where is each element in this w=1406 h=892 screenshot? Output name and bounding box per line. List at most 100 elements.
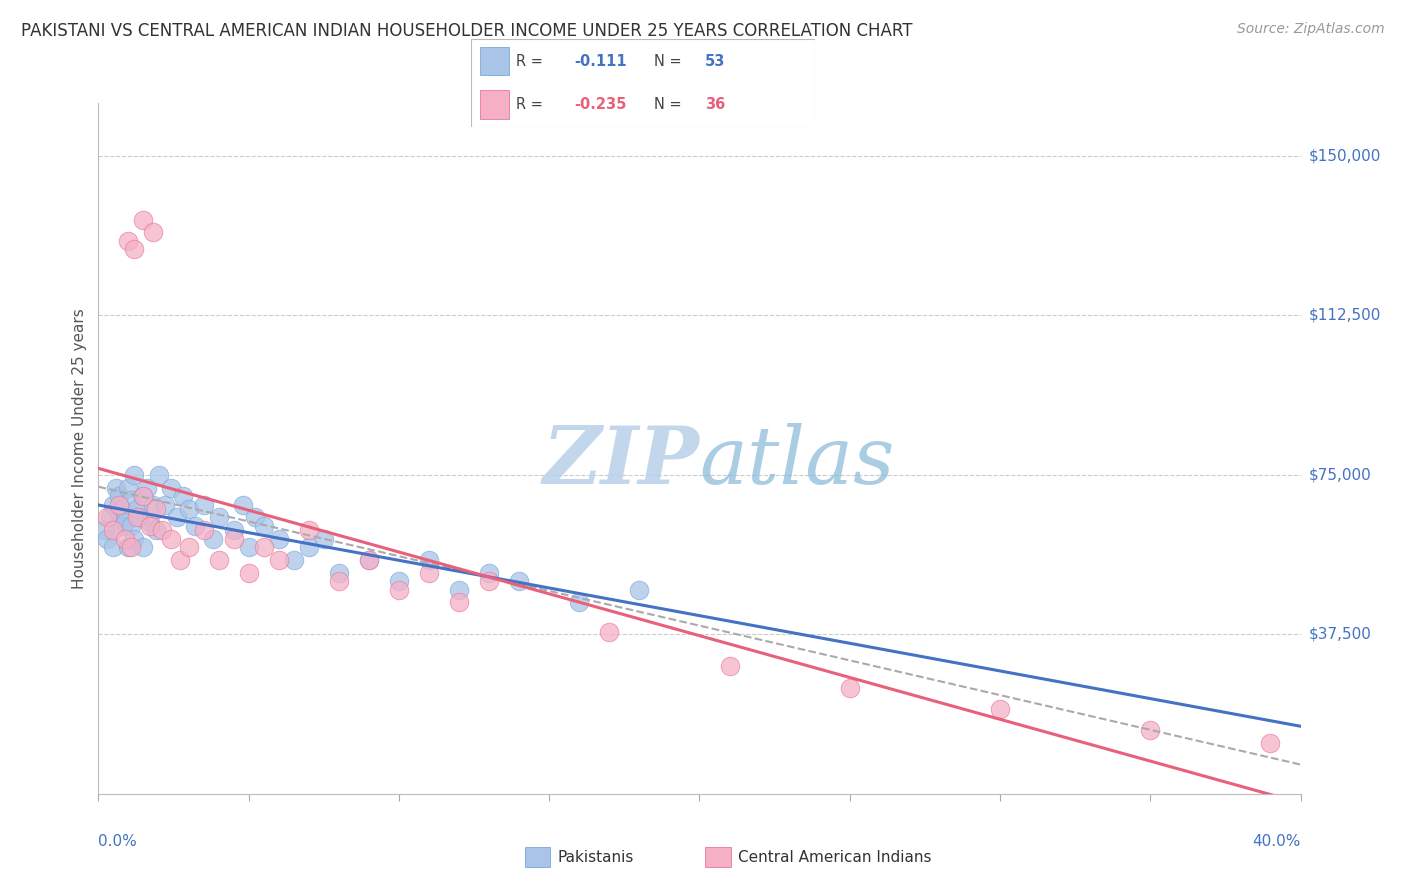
Point [357,553,380,567]
Text: $112,500: $112,500 [1309,308,1381,323]
Point [243,510,266,524]
Point [121,493,143,508]
Text: $37,500: $37,500 [1309,627,1372,642]
Point [124,243,146,257]
Point [1139,723,1161,737]
Text: Pakistanis: Pakistanis [558,850,634,864]
Point [222,532,245,546]
Text: 0.0%: 0.0% [98,834,138,849]
Point [121,519,143,533]
Point [598,625,620,640]
Text: atlas: atlas [699,424,894,500]
Text: N =: N = [654,97,681,112]
Y-axis label: Householder Income Under 25 years: Householder Income Under 25 years [72,308,87,589]
Point [568,595,591,609]
Point [117,540,139,554]
Point [105,481,128,495]
Point [478,566,501,580]
Text: 36: 36 [706,97,725,112]
Point [166,510,188,524]
Bar [479,90,509,119]
Point [169,553,191,567]
Point [447,582,470,597]
Text: R =: R = [516,97,547,112]
Point [447,595,470,609]
Point [478,574,501,589]
Point [141,225,163,239]
Point [132,489,155,503]
Text: -0.235: -0.235 [575,97,627,112]
Point [103,523,125,537]
Point [193,523,215,537]
Point [328,574,350,589]
Point [253,540,276,554]
Text: $75,000: $75,000 [1309,467,1372,483]
Point [238,566,260,580]
Text: R =: R = [516,54,547,69]
Point [127,501,149,516]
Text: 40.0%: 40.0% [1253,834,1301,849]
Point [108,489,131,503]
Point [121,540,143,554]
Point [124,532,146,546]
Point [312,532,335,546]
Point [117,481,139,495]
Point [388,574,411,589]
Point [988,702,1011,716]
Point [177,501,200,516]
Point [124,467,146,482]
Point [718,659,741,673]
Text: Source: ZipAtlas.com: Source: ZipAtlas.com [1237,22,1385,37]
Point [193,498,215,512]
Point [628,582,651,597]
Point [208,553,231,567]
Point [267,553,290,567]
Point [138,519,160,533]
Text: -0.111: -0.111 [575,54,627,69]
Point [267,532,290,546]
Point [132,540,155,554]
Point [238,540,260,554]
Point [838,681,860,695]
Point [388,582,411,597]
Point [103,540,125,554]
Point [232,498,254,512]
Point [153,498,176,512]
Point [96,510,118,524]
Point [114,515,136,529]
Point [201,532,224,546]
Point [148,467,170,482]
Point [111,519,134,533]
Point [357,553,380,567]
Point [208,510,231,524]
Text: N =: N = [654,54,681,69]
Point [150,523,173,537]
Point [418,566,440,580]
Point [138,515,160,529]
Point [298,523,321,537]
Point [418,553,440,567]
Point [111,501,134,516]
Text: Central American Indians: Central American Indians [738,850,931,864]
Point [172,489,194,503]
Point [141,498,163,512]
Point [93,523,115,537]
Text: 53: 53 [706,54,725,69]
Point [129,510,152,524]
Point [117,234,139,248]
Point [114,532,136,546]
Point [1260,736,1282,750]
Bar [479,46,509,75]
Point [135,481,157,495]
Text: ZIP: ZIP [543,424,699,500]
Point [108,498,131,512]
Point [108,506,131,520]
Point [96,532,118,546]
Point [222,523,245,537]
Point [127,510,149,524]
Point [177,540,200,554]
Point [159,481,181,495]
Point [183,519,205,533]
Point [298,540,321,554]
Point [145,523,167,537]
